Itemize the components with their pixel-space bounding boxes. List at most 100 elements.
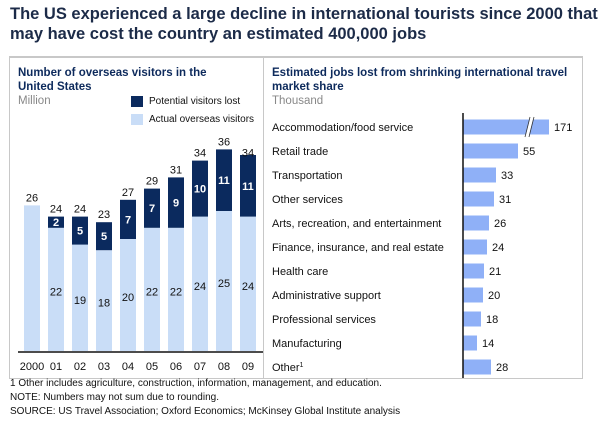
bar-actual-02: [72, 244, 88, 351]
bar-actual-07: [192, 216, 208, 351]
bar-jobs: [463, 311, 481, 327]
category-label: Accommodation/food service: [272, 122, 413, 134]
label-actual-03: 18: [98, 298, 110, 310]
label-total-05: 29: [146, 176, 158, 188]
label-total-02: 24: [74, 204, 86, 216]
bar-actual-03: [96, 250, 112, 351]
legend-label-actual: Actual overseas visitors: [149, 114, 255, 125]
x-tick-09: 09: [242, 361, 254, 373]
value-label: 171: [554, 122, 572, 134]
bar-jobs: [463, 167, 496, 183]
bar-actual-01: [48, 227, 64, 351]
label-actual-08: 25: [218, 278, 230, 290]
x-tick-06: 06: [170, 361, 182, 373]
footnote-note: NOTE: Numbers may not sum due to roundin…: [10, 392, 219, 403]
label-lost-06: 9: [173, 198, 179, 210]
bar-lost-02: [72, 216, 88, 245]
category-label: Arts, recreation, and entertainment: [272, 218, 441, 230]
visitors-chart: 2620002222401519240251823037202704722290…: [18, 136, 263, 373]
label-actual-09: 24: [242, 281, 254, 293]
bar-actual-05: [144, 227, 160, 351]
bar-actual-2000: [24, 205, 40, 351]
value-label: 31: [499, 194, 511, 206]
visitors-panel: Number of overseas visitors in the Unite…: [9, 56, 264, 379]
x-tick-04: 04: [122, 361, 134, 373]
x-tick-08: 08: [218, 361, 230, 373]
label-lost-08: 11: [218, 175, 230, 187]
bar-lost-08: [216, 149, 232, 211]
label-total-01: 24: [50, 204, 62, 216]
bar-actual-08: [216, 211, 232, 351]
value-label: 24: [492, 242, 504, 254]
category-label: Finance, insurance, and real estate: [272, 242, 444, 254]
category-label: Professional services: [272, 314, 376, 326]
bar-lost-07: [192, 160, 208, 217]
value-label: 14: [482, 338, 494, 350]
category-label: Transportation: [272, 170, 343, 182]
label-actual-05: 22: [146, 286, 158, 298]
bar-lost-06: [168, 177, 184, 228]
legend-swatch-lost: [131, 96, 143, 107]
legend-swatch-actual: [131, 114, 143, 125]
category-label: Retail trade: [272, 146, 328, 158]
value-label: 20: [488, 290, 500, 302]
x-tick-07: 07: [194, 361, 206, 373]
bar-actual-09: [240, 216, 256, 351]
label-actual-02: 19: [74, 295, 86, 307]
category-label: Administrative support: [272, 290, 381, 302]
value-label: 33: [501, 170, 513, 182]
label-lost-09: 11: [242, 181, 254, 193]
label-lost-05: 7: [149, 203, 155, 215]
footnote-1: 1 Other includes agriculture, constructi…: [10, 378, 382, 389]
bar-lost-01: [48, 216, 64, 228]
label-total-04: 27: [122, 187, 134, 199]
label-actual-06: 22: [170, 286, 182, 298]
category-label: Other1: [272, 362, 304, 374]
bar-jobs: [463, 191, 494, 207]
bar-lost-09: [240, 155, 256, 217]
legend-label-lost: Potential visitors lost: [149, 96, 241, 107]
label-actual-01: 22: [50, 286, 62, 298]
label-total-09: 34: [242, 148, 254, 160]
value-label: 55: [523, 146, 535, 158]
label-total-03: 23: [98, 209, 110, 221]
label-total-07: 34: [194, 148, 206, 160]
value-label: 18: [486, 314, 498, 326]
label-lost-01: 2: [53, 217, 59, 229]
bar-jobs: [463, 119, 549, 135]
axis-break-line: [524, 116, 531, 138]
value-label: 21: [489, 266, 501, 278]
label-lost-03: 5: [101, 231, 107, 243]
jobs-chart-title: Estimated jobs lost from shrinking inter…: [272, 67, 568, 93]
bar-jobs: [463, 335, 477, 351]
label-total-06: 31: [170, 164, 182, 176]
bar-jobs: [463, 359, 491, 375]
category-label: Health care: [272, 266, 328, 278]
category-label: Manufacturing: [272, 338, 342, 350]
bar-jobs: [463, 287, 483, 303]
axis-break-line: [528, 116, 535, 138]
bar-jobs: [463, 215, 489, 231]
value-label: 28: [496, 362, 508, 374]
exhibit-title: The US experienced a large decline in in…: [10, 5, 598, 43]
label-total-2000: 26: [26, 192, 38, 204]
jobs-unit: Thousand: [272, 95, 324, 107]
x-tick-05: 05: [146, 361, 158, 373]
bar-lost-05: [144, 188, 160, 228]
x-tick-02: 02: [74, 361, 86, 373]
label-lost-07: 10: [194, 184, 206, 196]
x-tick-2000: 2000: [20, 361, 44, 373]
bar-jobs: [463, 263, 484, 279]
bar-lost-03: [96, 222, 112, 251]
visitors-unit: Million: [18, 95, 51, 107]
bar-actual-04: [120, 239, 136, 351]
bar-jobs: [463, 143, 518, 159]
bar-actual-06: [168, 227, 184, 351]
footnote-source: SOURCE: US Travel Association; Oxford Ec…: [10, 406, 401, 417]
label-lost-02: 5: [77, 226, 83, 238]
x-tick-01: 01: [50, 361, 62, 373]
x-tick-03: 03: [98, 361, 110, 373]
label-total-08: 36: [218, 136, 230, 148]
label-actual-07: 24: [194, 281, 206, 293]
